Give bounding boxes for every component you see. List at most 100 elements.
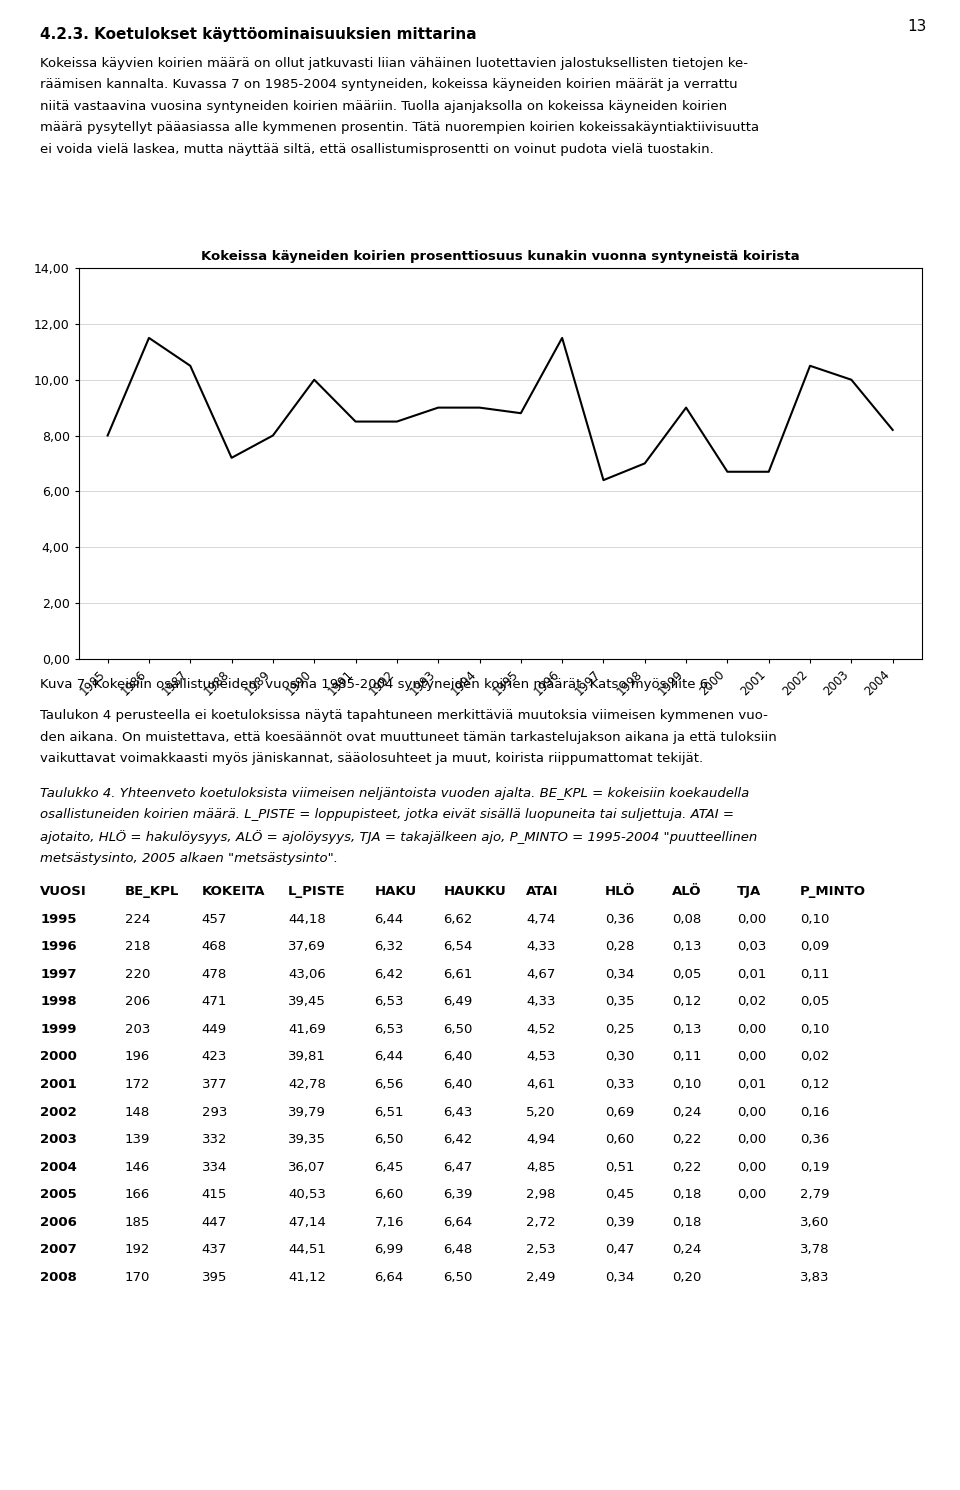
Text: 36,07: 36,07 [288,1161,325,1174]
Text: 0,00: 0,00 [737,1132,766,1146]
Text: 0,00: 0,00 [737,1106,766,1119]
Text: 6,42: 6,42 [444,1132,473,1146]
Text: 37,69: 37,69 [288,940,325,954]
Text: 415: 415 [202,1189,227,1201]
Text: 6,60: 6,60 [374,1189,403,1201]
Text: 166: 166 [125,1189,150,1201]
Text: 0,60: 0,60 [605,1132,634,1146]
Text: 6,64: 6,64 [444,1216,472,1229]
Text: 4,67: 4,67 [526,968,556,980]
Text: 0,36: 0,36 [605,912,635,925]
Text: 0,11: 0,11 [672,1050,702,1064]
Text: 6,56: 6,56 [374,1079,404,1091]
Text: 1999: 1999 [40,1022,77,1036]
Text: 2008: 2008 [40,1271,77,1284]
Text: 0,16: 0,16 [800,1106,829,1119]
Text: 2004: 2004 [40,1161,77,1174]
Text: 1996: 1996 [40,940,77,954]
Text: 0,45: 0,45 [605,1189,635,1201]
Text: 6,45: 6,45 [374,1161,404,1174]
Text: 218: 218 [125,940,150,954]
Text: 2005: 2005 [40,1189,77,1201]
Text: 0,02: 0,02 [800,1050,829,1064]
Text: 6,50: 6,50 [444,1271,473,1284]
Text: 4,74: 4,74 [526,912,556,925]
Text: 0,00: 0,00 [737,1050,766,1064]
Text: ALÖ: ALÖ [672,885,702,898]
Text: ei voida vielä laskea, mutta näyttää siltä, että osallistumisprosentti on voinut: ei voida vielä laskea, mutta näyttää sil… [40,143,714,156]
Text: 39,35: 39,35 [288,1132,326,1146]
Text: 0,28: 0,28 [605,940,635,954]
Text: 0,24: 0,24 [672,1106,702,1119]
Text: määrä pysytellyt pääasiassa alle kymmenen prosentin. Tätä nuorempien koirien kok: määrä pysytellyt pääasiassa alle kymmene… [40,122,759,134]
Text: HAKU: HAKU [374,885,417,898]
Text: 0,33: 0,33 [605,1079,635,1091]
Text: 6,40: 6,40 [444,1050,472,1064]
Text: 4,33: 4,33 [526,940,556,954]
Text: 6,54: 6,54 [444,940,473,954]
Text: 0,47: 0,47 [605,1243,635,1256]
Text: 449: 449 [202,1022,227,1036]
Text: 1997: 1997 [40,968,77,980]
Text: 44,51: 44,51 [288,1243,325,1256]
Text: 0,11: 0,11 [800,968,829,980]
Text: 0,01: 0,01 [737,968,767,980]
Text: 0,22: 0,22 [672,1132,702,1146]
Text: 0,36: 0,36 [800,1132,829,1146]
Text: 471: 471 [202,995,227,1009]
Text: BE_KPL: BE_KPL [125,885,180,898]
Text: 0,25: 0,25 [605,1022,635,1036]
Text: 0,01: 0,01 [737,1079,767,1091]
Text: 220: 220 [125,968,150,980]
Text: 148: 148 [125,1106,150,1119]
Text: 0,08: 0,08 [672,912,701,925]
Text: 4,85: 4,85 [526,1161,556,1174]
Text: 395: 395 [202,1271,227,1284]
Text: 13: 13 [907,19,926,34]
Text: ajotaito, HLÖ = hakulöysyys, ALÖ = ajolöysyys, TJA = takajälkeen ajo, P_MINTO = : ajotaito, HLÖ = hakulöysyys, ALÖ = ajolö… [40,830,757,843]
Text: 4,53: 4,53 [526,1050,556,1064]
Text: 2,79: 2,79 [800,1189,829,1201]
Text: 4,33: 4,33 [526,995,556,1009]
Text: 42,78: 42,78 [288,1079,325,1091]
Text: 6,43: 6,43 [444,1106,473,1119]
Text: osallistuneiden koirien määrä. L_PISTE = loppupisteet, jotka eivät sisällä luopu: osallistuneiden koirien määrä. L_PISTE =… [40,808,734,821]
Text: 0,51: 0,51 [605,1161,635,1174]
Text: 478: 478 [202,968,227,980]
Text: 0,35: 0,35 [605,995,635,1009]
Text: 4,61: 4,61 [526,1079,556,1091]
Text: 0,02: 0,02 [737,995,767,1009]
Text: L_PISTE: L_PISTE [288,885,346,898]
Text: 0,12: 0,12 [672,995,702,1009]
Text: 0,18: 0,18 [672,1216,702,1229]
Text: Kuva 7. Kokeisiin osallistuneiden, vuosina 1985-2004 syntyneiden koirien määrät.: Kuva 7. Kokeisiin osallistuneiden, vuosi… [40,678,712,691]
Text: 0,13: 0,13 [672,940,702,954]
Text: 6,99: 6,99 [374,1243,403,1256]
Text: 6,64: 6,64 [374,1271,403,1284]
Text: 2,98: 2,98 [526,1189,556,1201]
Text: 39,45: 39,45 [288,995,325,1009]
Text: 0,05: 0,05 [672,968,702,980]
Text: 5,20: 5,20 [526,1106,556,1119]
Text: 0,18: 0,18 [672,1189,702,1201]
Text: 6,62: 6,62 [444,912,473,925]
Text: 0,20: 0,20 [672,1271,702,1284]
Text: 0,13: 0,13 [672,1022,702,1036]
Text: 0,24: 0,24 [672,1243,702,1256]
Text: 170: 170 [125,1271,150,1284]
Text: 6,51: 6,51 [374,1106,404,1119]
Text: 2,72: 2,72 [526,1216,556,1229]
Text: 4,52: 4,52 [526,1022,556,1036]
Text: 437: 437 [202,1243,227,1256]
Text: 43,06: 43,06 [288,968,325,980]
Text: 6,49: 6,49 [444,995,472,1009]
Text: 0,03: 0,03 [737,940,767,954]
Text: 6,50: 6,50 [374,1132,404,1146]
Text: 196: 196 [125,1050,150,1064]
Text: HLÖ: HLÖ [605,885,636,898]
Text: 185: 185 [125,1216,150,1229]
Text: 334: 334 [202,1161,227,1174]
Text: 2001: 2001 [40,1079,77,1091]
Text: 39,81: 39,81 [288,1050,325,1064]
Text: 0,19: 0,19 [800,1161,829,1174]
